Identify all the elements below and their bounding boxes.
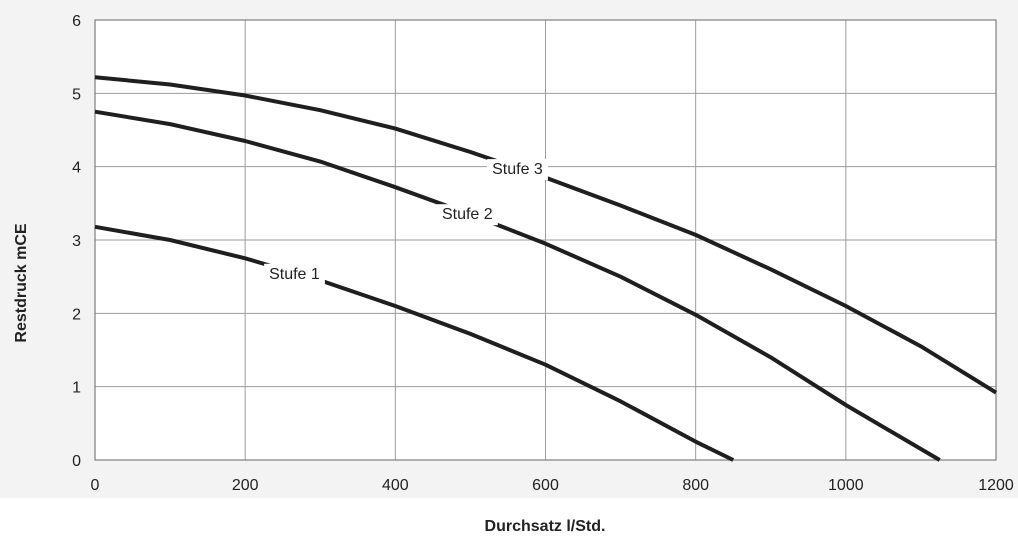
x-tick-label: 200: [232, 477, 259, 494]
x-tick-label: 400: [382, 477, 409, 494]
y-tick-label: 1: [72, 380, 81, 397]
x-tick-label: 800: [682, 477, 709, 494]
y-tick-label: 4: [72, 160, 81, 177]
y-tick-label: 2: [72, 306, 81, 323]
y-tick-label: 3: [72, 233, 81, 250]
series-label-stufe-2: Stufe 2: [442, 206, 493, 223]
y-tick-label: 5: [72, 86, 81, 103]
x-tick-label: 600: [532, 477, 559, 494]
y-tick-label: 6: [72, 13, 81, 30]
series-label-stufe-3: Stufe 3: [492, 161, 543, 178]
x-tick-label: 1200: [978, 477, 1014, 494]
y-tick-label: 0: [72, 453, 81, 470]
series-label-stufe-1: Stufe 1: [269, 266, 320, 283]
x-tick-label: 0: [91, 477, 100, 494]
x-tick-label: 1000: [828, 477, 864, 494]
y-axis-title: Restdruck mCE: [13, 223, 30, 342]
x-axis-title: Durchsatz l/Std.: [485, 518, 606, 535]
